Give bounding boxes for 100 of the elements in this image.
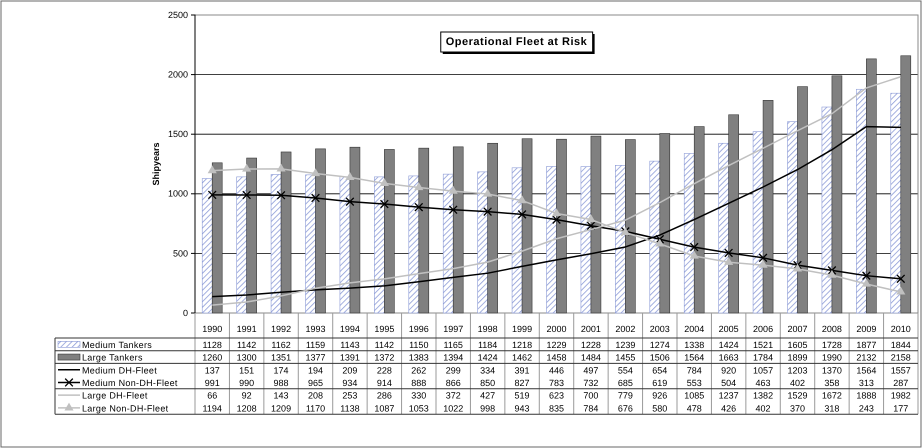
data-label: 1888 bbox=[856, 390, 876, 401]
x-tick-label: 2008 bbox=[822, 324, 842, 334]
legend-label: Medium Tankers bbox=[82, 340, 152, 350]
data-label: 1162 bbox=[271, 340, 291, 350]
data-label: 1391 bbox=[340, 352, 360, 363]
data-label: 1143 bbox=[340, 340, 360, 350]
y-tick-label: 2500 bbox=[168, 10, 188, 20]
x-tick-label: 1994 bbox=[340, 324, 360, 334]
data-label: 619 bbox=[652, 378, 668, 388]
data-label: 1194 bbox=[202, 403, 222, 414]
x-tick-label: 2005 bbox=[718, 324, 739, 334]
data-label: 1022 bbox=[443, 403, 464, 414]
data-label: 243 bbox=[858, 403, 874, 414]
data-label: 920 bbox=[721, 365, 736, 376]
data-label: 1053 bbox=[408, 403, 429, 414]
data-label: 779 bbox=[618, 390, 633, 401]
data-label: 1370 bbox=[822, 365, 842, 376]
data-label: 92 bbox=[242, 390, 252, 401]
x-tick-label: 1998 bbox=[478, 324, 498, 334]
data-label: 553 bbox=[686, 378, 702, 388]
data-label: 1142 bbox=[236, 340, 256, 350]
x-tick-label: 2006 bbox=[753, 324, 774, 334]
data-label: 177 bbox=[893, 403, 908, 414]
data-label: 1484 bbox=[580, 352, 601, 363]
data-label: 914 bbox=[376, 378, 392, 388]
data-label: 372 bbox=[446, 390, 461, 401]
data-label: 1564 bbox=[684, 352, 704, 363]
data-label: 194 bbox=[308, 365, 324, 376]
data-label: 1372 bbox=[374, 352, 394, 363]
y-axis-title: Shipyears bbox=[151, 142, 161, 186]
data-label: 623 bbox=[548, 390, 564, 401]
data-label: 700 bbox=[583, 390, 598, 401]
data-label: 1506 bbox=[650, 352, 670, 363]
legend-label: Large Tankers bbox=[82, 352, 143, 363]
data-label: 174 bbox=[274, 365, 289, 376]
data-label: 402 bbox=[790, 378, 806, 388]
y-tick-label: 1500 bbox=[168, 129, 188, 140]
data-label: 1663 bbox=[718, 352, 739, 363]
data-label: 143 bbox=[274, 390, 289, 401]
data-label: 1605 bbox=[787, 340, 808, 350]
data-label: 1990 bbox=[822, 352, 842, 363]
data-label: 334 bbox=[480, 365, 496, 376]
y-tick-label: 1000 bbox=[168, 188, 188, 199]
data-label: 402 bbox=[756, 403, 771, 414]
text: Operational Fleet at Risk bbox=[446, 36, 588, 48]
data-label: 998 bbox=[480, 403, 496, 414]
data-label: 1982 bbox=[890, 390, 911, 401]
data-label: 1218 bbox=[512, 340, 532, 350]
y-tick-label: 0 bbox=[182, 308, 188, 318]
data-label: 554 bbox=[618, 365, 633, 376]
x-tick-label: 2003 bbox=[650, 324, 670, 334]
data-label: 1521 bbox=[753, 340, 774, 350]
data-label: 463 bbox=[756, 378, 771, 388]
data-label: 519 bbox=[514, 390, 530, 401]
x-tick-label: 2009 bbox=[856, 324, 876, 334]
data-label: 1209 bbox=[271, 403, 292, 414]
x-tick-label: 1999 bbox=[512, 324, 532, 334]
legend-label: Large Non-DH-Fleet bbox=[82, 403, 169, 414]
x-tick-label: 2002 bbox=[615, 324, 636, 334]
data-label: 286 bbox=[376, 390, 392, 401]
data-label: 1424 bbox=[478, 352, 498, 363]
legend-label: Large DH-Fleet bbox=[82, 390, 148, 401]
data-label: 358 bbox=[824, 378, 840, 388]
data-label: 318 bbox=[824, 403, 840, 414]
data-label: 1165 bbox=[444, 340, 463, 350]
data-label: 1424 bbox=[718, 340, 739, 350]
data-label: 1462 bbox=[512, 352, 532, 363]
data-label: 1394 bbox=[443, 352, 464, 363]
data-label: 1260 bbox=[202, 352, 222, 363]
data-label: 1557 bbox=[890, 365, 911, 376]
data-label: 330 bbox=[411, 390, 426, 401]
x-tick-label: 2010 bbox=[890, 324, 911, 334]
data-label: 1138 bbox=[340, 403, 360, 414]
data-label: 990 bbox=[239, 378, 254, 388]
data-label: 1300 bbox=[236, 352, 257, 363]
data-label: 287 bbox=[893, 378, 908, 388]
data-label: 784 bbox=[583, 403, 598, 414]
data-label: 1087 bbox=[374, 403, 394, 414]
data-label: 988 bbox=[274, 378, 289, 388]
x-tick-label: 1990 bbox=[202, 324, 222, 334]
data-label: 1672 bbox=[822, 390, 842, 401]
data-label: 1383 bbox=[408, 352, 429, 363]
x-tick-label: 2001 bbox=[580, 324, 601, 334]
data-label: 835 bbox=[548, 403, 564, 414]
data-label: 1351 bbox=[271, 352, 292, 363]
data-label: 262 bbox=[411, 365, 426, 376]
data-label: 1728 bbox=[822, 340, 842, 350]
data-label: 504 bbox=[721, 378, 736, 388]
data-label: 1150 bbox=[409, 340, 428, 350]
data-label: 208 bbox=[308, 390, 324, 401]
data-label: 685 bbox=[618, 378, 633, 388]
data-label: 1184 bbox=[478, 340, 498, 350]
data-label: 1338 bbox=[684, 340, 704, 350]
data-label: 934 bbox=[342, 378, 358, 388]
x-tick-label: 1996 bbox=[408, 324, 429, 334]
data-label: 943 bbox=[514, 403, 530, 414]
data-label: 66 bbox=[207, 390, 218, 401]
data-label: 1237 bbox=[718, 390, 739, 401]
data-label: 1377 bbox=[305, 352, 326, 363]
data-label: 313 bbox=[858, 378, 874, 388]
